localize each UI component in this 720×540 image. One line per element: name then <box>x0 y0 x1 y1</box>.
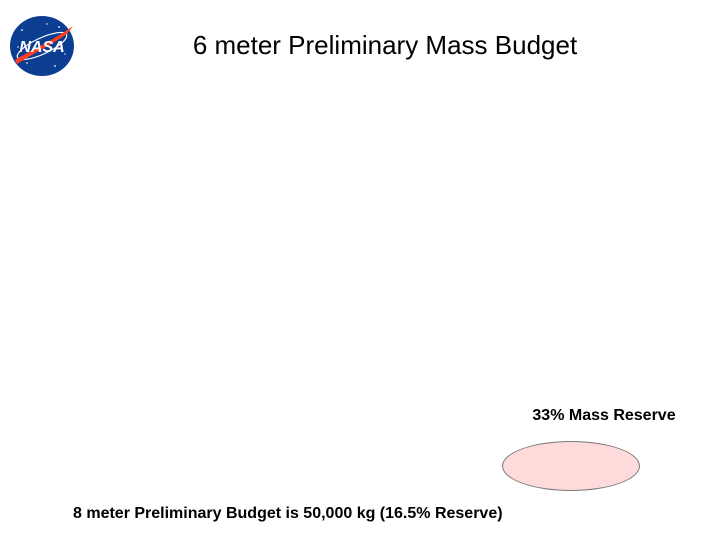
mass-reserve-ellipse <box>502 441 640 491</box>
page-title: 6 meter Preliminary Mass Budget <box>192 30 578 60</box>
nasa-logo-text: NASA <box>19 39 64 56</box>
footer-note: 8 meter Preliminary Budget is 50,000 kg … <box>73 505 503 522</box>
mass-reserve-label: 33% Mass Reserve <box>532 407 676 424</box>
nasa-logo-icon: NASA <box>10 16 74 76</box>
nasa-logo: NASA <box>7 14 77 78</box>
